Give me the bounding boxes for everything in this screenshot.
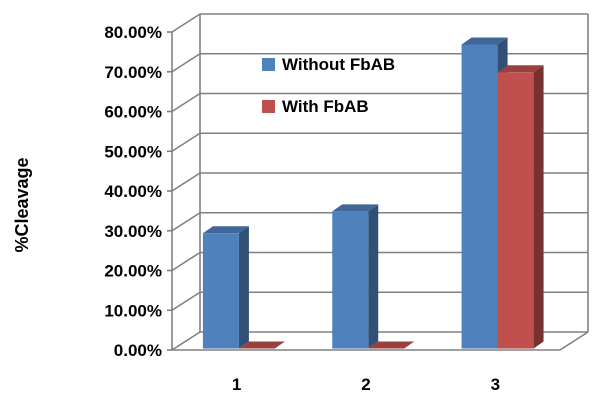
y-tick-label: 80.00% <box>104 23 162 42</box>
floor-right-edge <box>559 331 589 351</box>
legend-swatch <box>262 100 275 113</box>
bar-front <box>202 233 239 349</box>
y-axis-title: %Cleavage <box>12 157 32 252</box>
bar-side <box>533 65 544 349</box>
legend-label: Without FbAB <box>282 55 395 74</box>
bar-top <box>238 341 285 349</box>
bar-front <box>461 44 498 349</box>
bars <box>202 37 544 349</box>
gridline <box>171 13 588 33</box>
bar <box>202 226 249 349</box>
x-tick-label: 3 <box>491 375 500 394</box>
bar-side <box>238 226 249 349</box>
x-tick-label: 1 <box>232 375 241 394</box>
x-tick-labels: 1 2 3 <box>232 375 500 394</box>
y-tick-label: 40.00% <box>104 182 162 201</box>
bar-top <box>497 65 544 73</box>
bar-side <box>368 204 379 349</box>
y-tick-label: 10.00% <box>104 301 162 320</box>
bar-front <box>332 211 369 349</box>
y-tick-label: 50.00% <box>104 142 162 161</box>
y-tick-label: 30.00% <box>104 222 162 241</box>
bar-top <box>332 204 379 212</box>
bar <box>497 65 544 349</box>
y-tick-label: 60.00% <box>104 103 162 122</box>
legend-label: With FbAB <box>282 97 369 116</box>
bar-top <box>461 37 508 45</box>
legend: Without FbAB With FbAB <box>262 55 395 116</box>
bar-front <box>497 72 534 349</box>
bar <box>332 204 379 349</box>
legend-swatch <box>262 58 275 71</box>
bar <box>238 341 285 349</box>
grid-layer <box>167 13 589 351</box>
x-tick-label: 2 <box>361 375 370 394</box>
y-tick-label: 0.00% <box>114 341 162 360</box>
bar <box>368 341 415 349</box>
bar-top <box>368 341 415 349</box>
y-tick-labels: 0.00% 10.00% 20.00% 30.00% 40.00% 50.00% 60.00… <box>104 23 162 360</box>
y-tick-label: 20.00% <box>104 262 162 281</box>
y-tick-label: 70.00% <box>104 63 162 82</box>
bar-top <box>202 226 249 234</box>
